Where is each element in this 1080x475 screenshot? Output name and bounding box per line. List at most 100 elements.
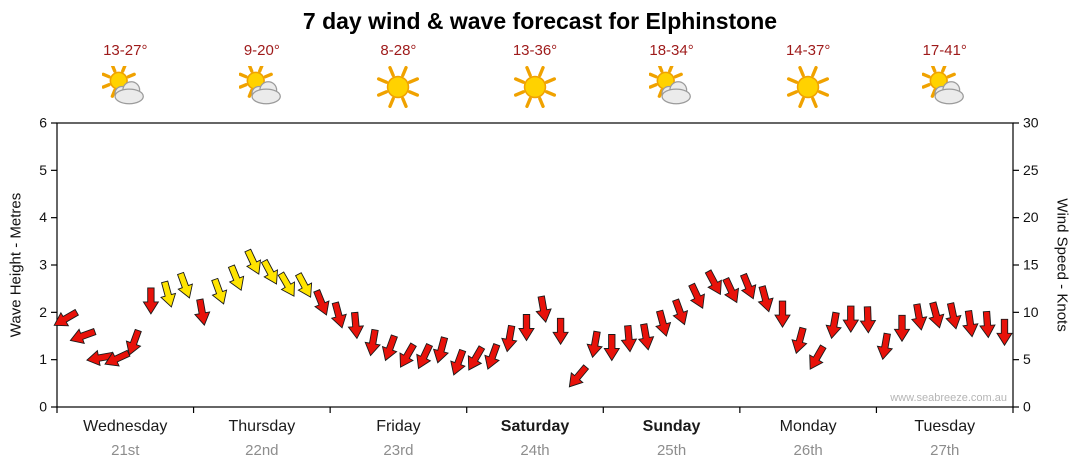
day-temp-range: 14-37°: [785, 42, 831, 59]
wind-arrow: [69, 327, 97, 344]
wind-arrow: [809, 344, 827, 370]
wind-arrow: [518, 314, 535, 342]
wind-arrow: [722, 276, 740, 304]
wind-arrow: [791, 326, 808, 355]
wind-arrow: [535, 295, 552, 323]
left-tick-label: 2: [39, 304, 47, 320]
wind-arrow: [568, 364, 590, 388]
wind-arrow: [160, 280, 177, 308]
wind-arrow: [432, 336, 449, 364]
wind-arrow: [211, 277, 228, 305]
wind-arrow: [330, 301, 347, 329]
weather-sun-cloud-icon: [648, 63, 695, 108]
day-date-label: 22nd: [245, 442, 279, 459]
day-name-label: Friday: [376, 418, 421, 435]
wind-arrow: [552, 317, 569, 346]
day-date-label: 25th: [656, 442, 687, 459]
left-tick-label: 6: [39, 115, 47, 131]
right-tick-label: 20: [1023, 209, 1039, 225]
wind-arrow: [416, 342, 433, 370]
day-temp-range: 13-27°: [103, 42, 148, 59]
wind-arrow: [399, 342, 417, 368]
wind-arrow: [620, 324, 638, 353]
left-axis-title: Wave Height - Metres: [7, 192, 25, 338]
wind-arrow: [757, 285, 774, 313]
wind-arrow: [586, 330, 603, 359]
wind-arrow: [142, 287, 160, 315]
watermark: www.seabreeze.com.au: [889, 392, 1007, 404]
wind-arrow: [774, 300, 791, 328]
wind-arrow: [294, 272, 313, 298]
wind-arrow: [381, 334, 398, 362]
left-tick-label: 4: [39, 209, 47, 225]
wind-arrow: [739, 272, 757, 300]
wind-arrow: [53, 308, 79, 327]
wind-arrow: [484, 343, 501, 370]
weather-sun-icon: [512, 65, 558, 109]
wind-arrow: [996, 318, 1013, 347]
wind-arrow: [911, 303, 928, 331]
day-temp-range: 8-28°: [380, 42, 417, 59]
wind-arrow: [945, 302, 962, 330]
weather-sun-icon: [785, 65, 831, 109]
weather-sun-cloud-icon: [238, 63, 285, 108]
wind-arrow: [125, 328, 142, 356]
day-name-label: Wednesday: [83, 418, 168, 435]
wind-arrow: [603, 334, 621, 362]
day-date-label: 23rd: [383, 442, 414, 459]
weather-sun-icon: [375, 65, 421, 109]
day-date-label: 27th: [930, 442, 960, 459]
wind-arrow: [962, 309, 979, 338]
day-temp-range: 18-34°: [649, 42, 694, 59]
weather-sun-cloud-icon: [921, 63, 968, 108]
wind-arrow: [893, 314, 911, 343]
page-title: 7 day wind & wave forecast for Elphinsto…: [302, 8, 778, 34]
day-date-label: 21st: [111, 442, 140, 459]
wind-arrow: [859, 306, 877, 334]
wind-arrow: [450, 348, 467, 376]
day-name-label: Tuesday: [914, 418, 976, 435]
day-date-label: 24th: [520, 442, 550, 459]
day-temp-range: 9-20°: [243, 42, 280, 59]
wind-arrow: [86, 349, 114, 367]
wind-arrow: [672, 298, 689, 326]
right-tick-label: 0: [1023, 399, 1031, 415]
wind-arrow: [655, 309, 672, 337]
wind-arrow: [979, 310, 996, 339]
wind-arrow: [704, 269, 722, 296]
day-name-label: Saturday: [500, 418, 570, 435]
wind-arrow: [928, 301, 945, 329]
wind-arrow: [347, 311, 365, 340]
wind-arrow: [876, 332, 894, 361]
right-tick-label: 25: [1023, 162, 1039, 178]
right-tick-label: 5: [1023, 351, 1031, 367]
day-name-label: Sunday: [642, 418, 701, 435]
right-axis-title: Wind Speed - Knots: [1053, 198, 1071, 332]
right-tick-label: 10: [1023, 304, 1039, 320]
wind-arrow: [501, 324, 518, 353]
plot-border: [56, 122, 1014, 408]
wind-arrow: [227, 264, 245, 292]
wind-arrow: [313, 289, 330, 316]
day-temp-range: 13-36°: [512, 42, 558, 59]
day-name-label: Monday: [779, 418, 837, 435]
wind-arrow: [176, 271, 193, 299]
day-name-label: Thursday: [228, 418, 296, 435]
right-tick-label: 30: [1023, 115, 1039, 131]
left-tick-label: 0: [39, 399, 47, 415]
left-tick-label: 1: [39, 351, 47, 367]
right-tick-label: 15: [1023, 257, 1039, 273]
wind-arrow: [277, 271, 295, 297]
wind-arrow: [688, 282, 705, 309]
wind-arrow: [637, 323, 655, 351]
wind-arrow: [467, 345, 486, 371]
wind-arrow: [260, 258, 278, 285]
wind-arrow: [194, 298, 211, 326]
left-tick-label: 3: [39, 257, 47, 273]
wind-arrows: [53, 248, 1013, 388]
wind-arrow: [104, 349, 131, 367]
wind-arrow: [842, 305, 860, 333]
left-tick-label: 5: [39, 162, 47, 178]
